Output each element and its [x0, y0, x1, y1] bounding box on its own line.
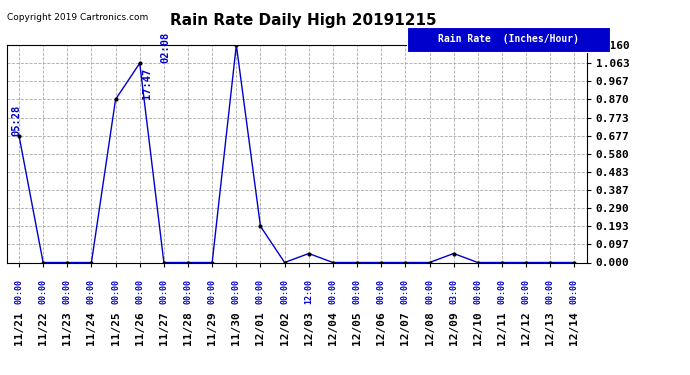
Text: 12/01: 12/01 [255, 311, 266, 345]
Text: 00:00: 00:00 [570, 279, 579, 304]
Text: 11/30: 11/30 [231, 311, 241, 345]
Text: 00:00: 00:00 [353, 279, 362, 304]
Text: 00:00: 00:00 [135, 279, 144, 304]
Text: 00:00: 00:00 [63, 279, 72, 304]
Text: 11/27: 11/27 [159, 311, 169, 345]
Text: 00:00: 00:00 [111, 279, 120, 304]
Text: 00:00: 00:00 [280, 279, 289, 304]
Text: 11/23: 11/23 [62, 311, 72, 345]
Text: Rain Rate Daily High 20191215: Rain Rate Daily High 20191215 [170, 13, 437, 28]
Text: 00:00: 00:00 [328, 279, 337, 304]
Text: 05:28: 05:28 [12, 104, 21, 136]
Text: 00:00: 00:00 [87, 279, 96, 304]
Text: 11/25: 11/25 [110, 311, 121, 345]
Text: 12/13: 12/13 [545, 311, 555, 345]
Text: 17:47: 17:47 [142, 68, 152, 99]
Text: 11/28: 11/28 [183, 311, 193, 345]
Text: 11/21: 11/21 [14, 311, 24, 345]
Text: 12/11: 12/11 [497, 311, 507, 345]
Text: 00:00: 00:00 [232, 279, 241, 304]
Text: 00:00: 00:00 [546, 279, 555, 304]
Text: 00:00: 00:00 [256, 279, 265, 304]
Text: 20:29: 20:29 [0, 374, 1, 375]
Text: 11/26: 11/26 [135, 311, 145, 345]
Text: Rain Rate  (Inches/Hour): Rain Rate (Inches/Hour) [438, 34, 579, 44]
Text: 12/05: 12/05 [352, 311, 362, 345]
Text: 00:00: 00:00 [377, 279, 386, 304]
Text: 02:08: 02:08 [160, 32, 170, 63]
Text: 12/07: 12/07 [400, 311, 411, 345]
Text: 11/29: 11/29 [207, 311, 217, 345]
Text: 00:00: 00:00 [401, 279, 410, 304]
Text: 00:00: 00:00 [522, 279, 531, 304]
Text: 12/09: 12/09 [448, 311, 459, 345]
Text: 00:00: 00:00 [425, 279, 434, 304]
Text: 12:00: 12:00 [304, 279, 313, 304]
Text: 12/12: 12/12 [521, 311, 531, 345]
Text: 03:00: 03:00 [449, 279, 458, 304]
Text: 00:00: 00:00 [39, 279, 48, 304]
Text: 12/02: 12/02 [279, 311, 290, 345]
Text: 00:00: 00:00 [14, 279, 23, 304]
Text: 00:00: 00:00 [159, 279, 168, 304]
Text: 12/06: 12/06 [376, 311, 386, 345]
Text: 12/08: 12/08 [424, 311, 435, 345]
Text: 12/10: 12/10 [473, 311, 483, 345]
Text: 12/03: 12/03 [304, 311, 314, 345]
Text: Copyright 2019 Cartronics.com: Copyright 2019 Cartronics.com [7, 13, 148, 22]
Text: 12/14: 12/14 [569, 311, 580, 345]
Text: 00:00: 00:00 [497, 279, 506, 304]
Text: 00:00: 00:00 [184, 279, 193, 304]
Text: 00:00: 00:00 [208, 279, 217, 304]
Text: 11/24: 11/24 [86, 311, 97, 345]
Text: 12/04: 12/04 [328, 311, 338, 345]
Text: 00:00: 00:00 [473, 279, 482, 304]
Text: 11/22: 11/22 [38, 311, 48, 345]
